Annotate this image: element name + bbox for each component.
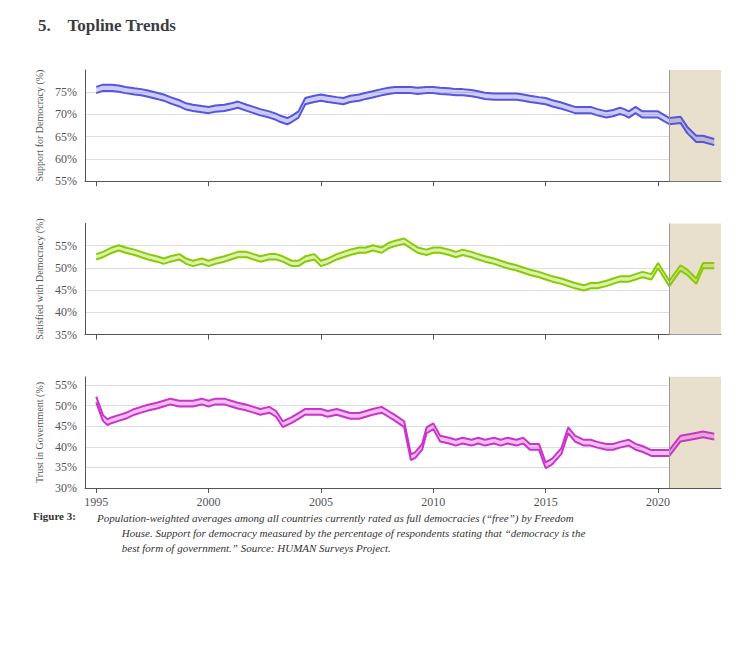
svg-text:55%: 55% xyxy=(55,174,77,188)
svg-text:60%: 60% xyxy=(55,152,77,166)
svg-text:Support for Democracy (%): Support for Democracy (%) xyxy=(34,70,46,182)
svg-text:55%: 55% xyxy=(55,239,77,253)
svg-text:Satisfied with Democracy (%): Satisfied with Democracy (%) xyxy=(34,218,46,339)
svg-text:45%: 45% xyxy=(55,283,77,297)
svg-text:50%: 50% xyxy=(55,261,77,275)
svg-text:best form of government.” Sour: best form of government.” Source: HUMAN … xyxy=(94,542,390,554)
svg-text:Population-weighted averages a: Population-weighted averages among all c… xyxy=(94,512,573,525)
svg-text:2000: 2000 xyxy=(197,495,221,509)
svg-text:70%: 70% xyxy=(55,107,77,121)
svg-text:House. Support for democracy m: House. Support for democracy measured by… xyxy=(94,527,585,539)
svg-text:2015: 2015 xyxy=(534,495,558,509)
svg-text:65%: 65% xyxy=(55,130,77,144)
svg-text:75%: 75% xyxy=(55,85,77,99)
svg-text:5. Topline Trends: 5. Topline Trends xyxy=(38,16,176,35)
svg-text:Trust in Government (%): Trust in Government (%) xyxy=(34,382,46,483)
svg-text:2005: 2005 xyxy=(309,495,333,509)
svg-text:35%: 35% xyxy=(55,460,77,474)
svg-text:55%: 55% xyxy=(55,378,77,392)
svg-text:30%: 30% xyxy=(55,481,77,495)
svg-text:35%: 35% xyxy=(55,328,77,342)
svg-text:2010: 2010 xyxy=(421,495,445,509)
svg-text:50%: 50% xyxy=(55,399,77,413)
svg-text:40%: 40% xyxy=(55,305,77,319)
svg-text:45%: 45% xyxy=(55,419,77,433)
svg-text:Figure 3:: Figure 3: xyxy=(33,510,76,522)
svg-text:1995: 1995 xyxy=(84,495,108,509)
svg-text:2020: 2020 xyxy=(646,495,670,509)
svg-text:40%: 40% xyxy=(55,440,77,454)
